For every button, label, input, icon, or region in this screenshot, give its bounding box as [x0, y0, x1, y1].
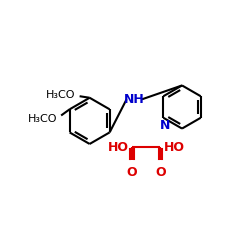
Text: NH: NH: [124, 93, 145, 106]
Text: H₃CO: H₃CO: [28, 114, 57, 124]
Text: O: O: [155, 166, 166, 178]
Text: HO: HO: [164, 140, 184, 153]
Text: O: O: [127, 166, 137, 178]
Text: H₃CO: H₃CO: [46, 90, 76, 100]
Text: HO: HO: [108, 140, 129, 153]
Text: N: N: [160, 119, 170, 132]
